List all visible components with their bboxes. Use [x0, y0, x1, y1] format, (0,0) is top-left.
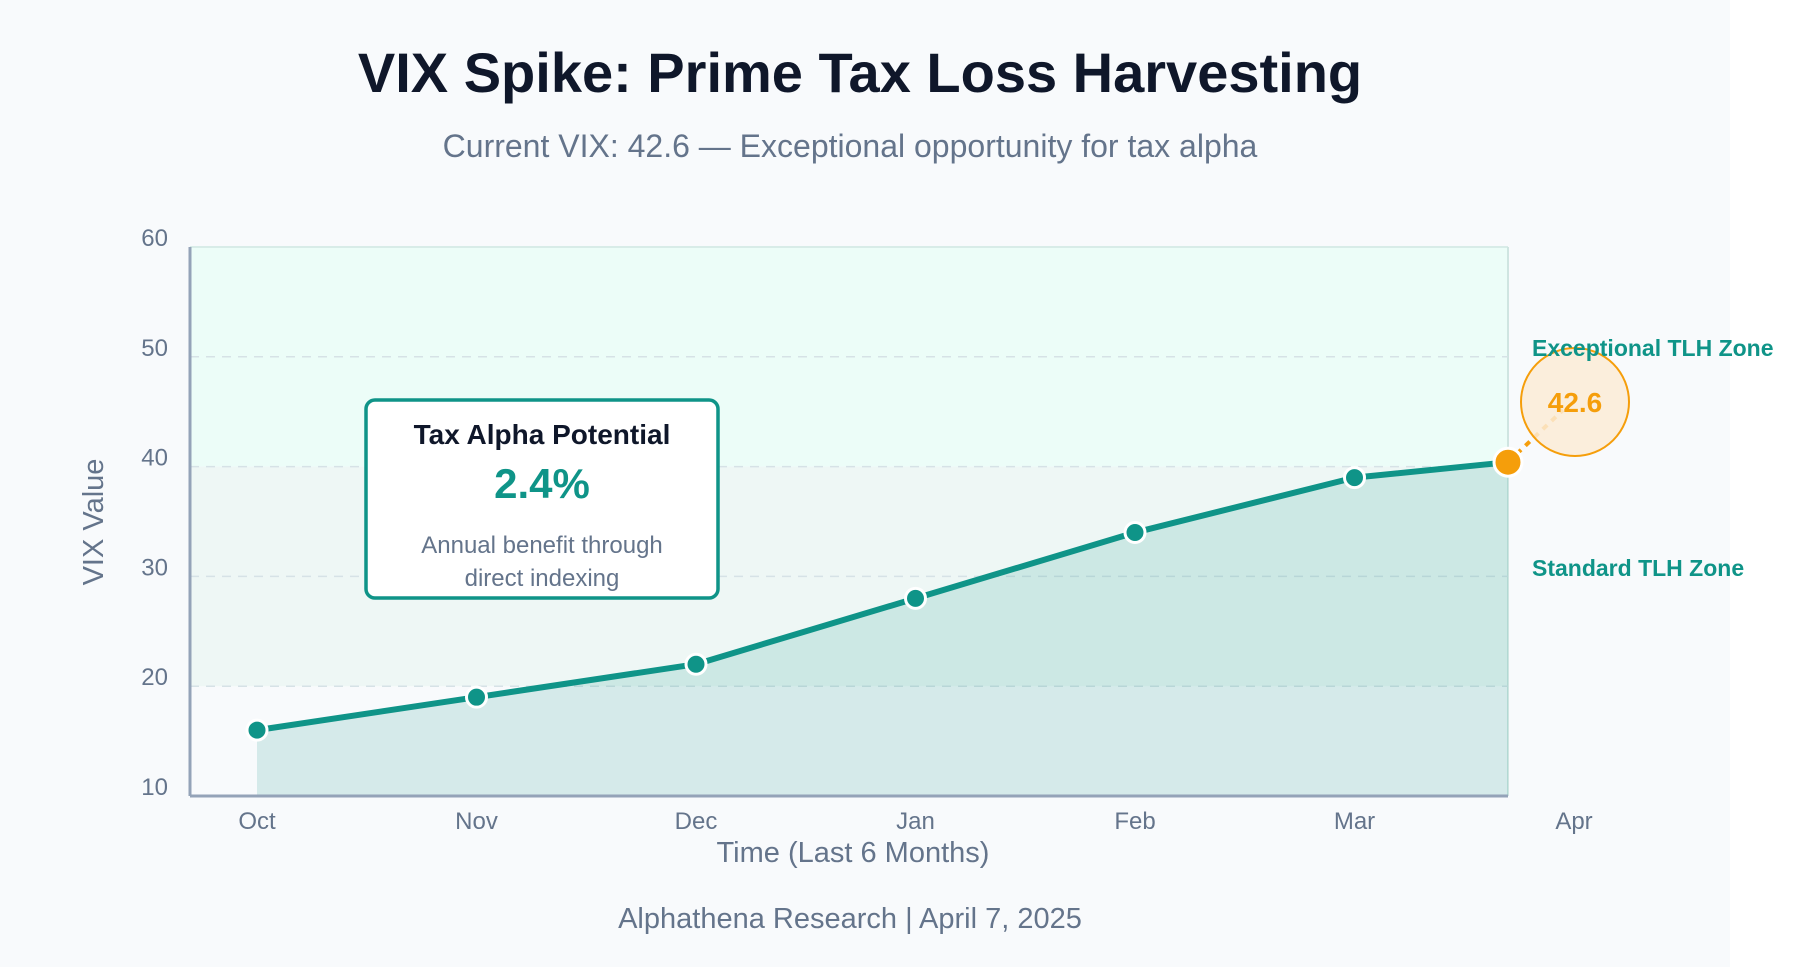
data-point-mar: [1343, 466, 1366, 490]
footer-source: Alphathena Research | April 7, 2025: [618, 903, 1082, 935]
gridlines: [190, 246, 1509, 796]
chart-title: VIX Spike: Prime Tax Loss Harvesting: [358, 41, 1362, 104]
standard-zone-label: Standard TLH Zone: [1532, 555, 1744, 581]
data-point-feb: [1123, 520, 1147, 544]
x-tick-mar: Mar: [1334, 808, 1375, 835]
data-point-nov: [465, 685, 488, 709]
x-tick-labels: Oct Nov Dec Jan Feb Mar Apr: [238, 808, 1592, 835]
data-points: [245, 446, 1524, 742]
y-tick-20: 20: [141, 664, 168, 691]
y-tick-60: 60: [141, 225, 168, 252]
x-tick-apr: Apr: [1555, 808, 1592, 835]
current-vix-value: 42.6: [1548, 387, 1603, 418]
y-axis-label: VIX Value: [78, 459, 110, 586]
x-axis-label: Time (Last 6 Months): [717, 837, 990, 869]
x-tick-jan: Jan: [896, 808, 935, 835]
data-point-dec: [684, 652, 708, 676]
x-tick-feb: Feb: [1114, 808, 1155, 835]
chart-subtitle: Current VIX: 42.6 — Exceptional opportun…: [443, 128, 1258, 164]
x-tick-dec: Dec: [675, 808, 718, 835]
data-point-oct: [245, 718, 269, 742]
tax-alpha-value: 2.4%: [494, 460, 590, 507]
chart-card: 10 20 30 40 50 60 Oct Nov Dec Jan Feb Mar Apr 42.6 …: [78, 41, 1774, 935]
y-tick-50: 50: [141, 335, 168, 362]
tax-alpha-box-frame: [364, 398, 720, 600]
data-point-jan: [904, 586, 927, 610]
data-point-apr: [1492, 446, 1524, 478]
tax-alpha-title: Tax Alpha Potential: [414, 419, 671, 450]
current-vix-callout: [1520, 347, 1630, 457]
exceptional-zone-label: Exceptional TLH Zone: [1532, 335, 1774, 361]
x-tick-nov: Nov: [455, 808, 498, 835]
tax-alpha-description-line1: Annual benefit through: [421, 532, 663, 559]
tax-alpha-box: Tax Alpha Potential 2.4% Annual benefit …: [364, 398, 720, 600]
y-tick-10: 10: [141, 774, 168, 801]
series-area: [257, 462, 1508, 796]
y-tick-labels: 10 20 30 40 50 60: [141, 225, 168, 801]
x-tick-oct: Oct: [238, 808, 276, 835]
tax-alpha-description-line2: direct indexing: [465, 565, 620, 592]
y-tick-30: 30: [141, 554, 168, 581]
y-tick-40: 40: [141, 445, 168, 472]
